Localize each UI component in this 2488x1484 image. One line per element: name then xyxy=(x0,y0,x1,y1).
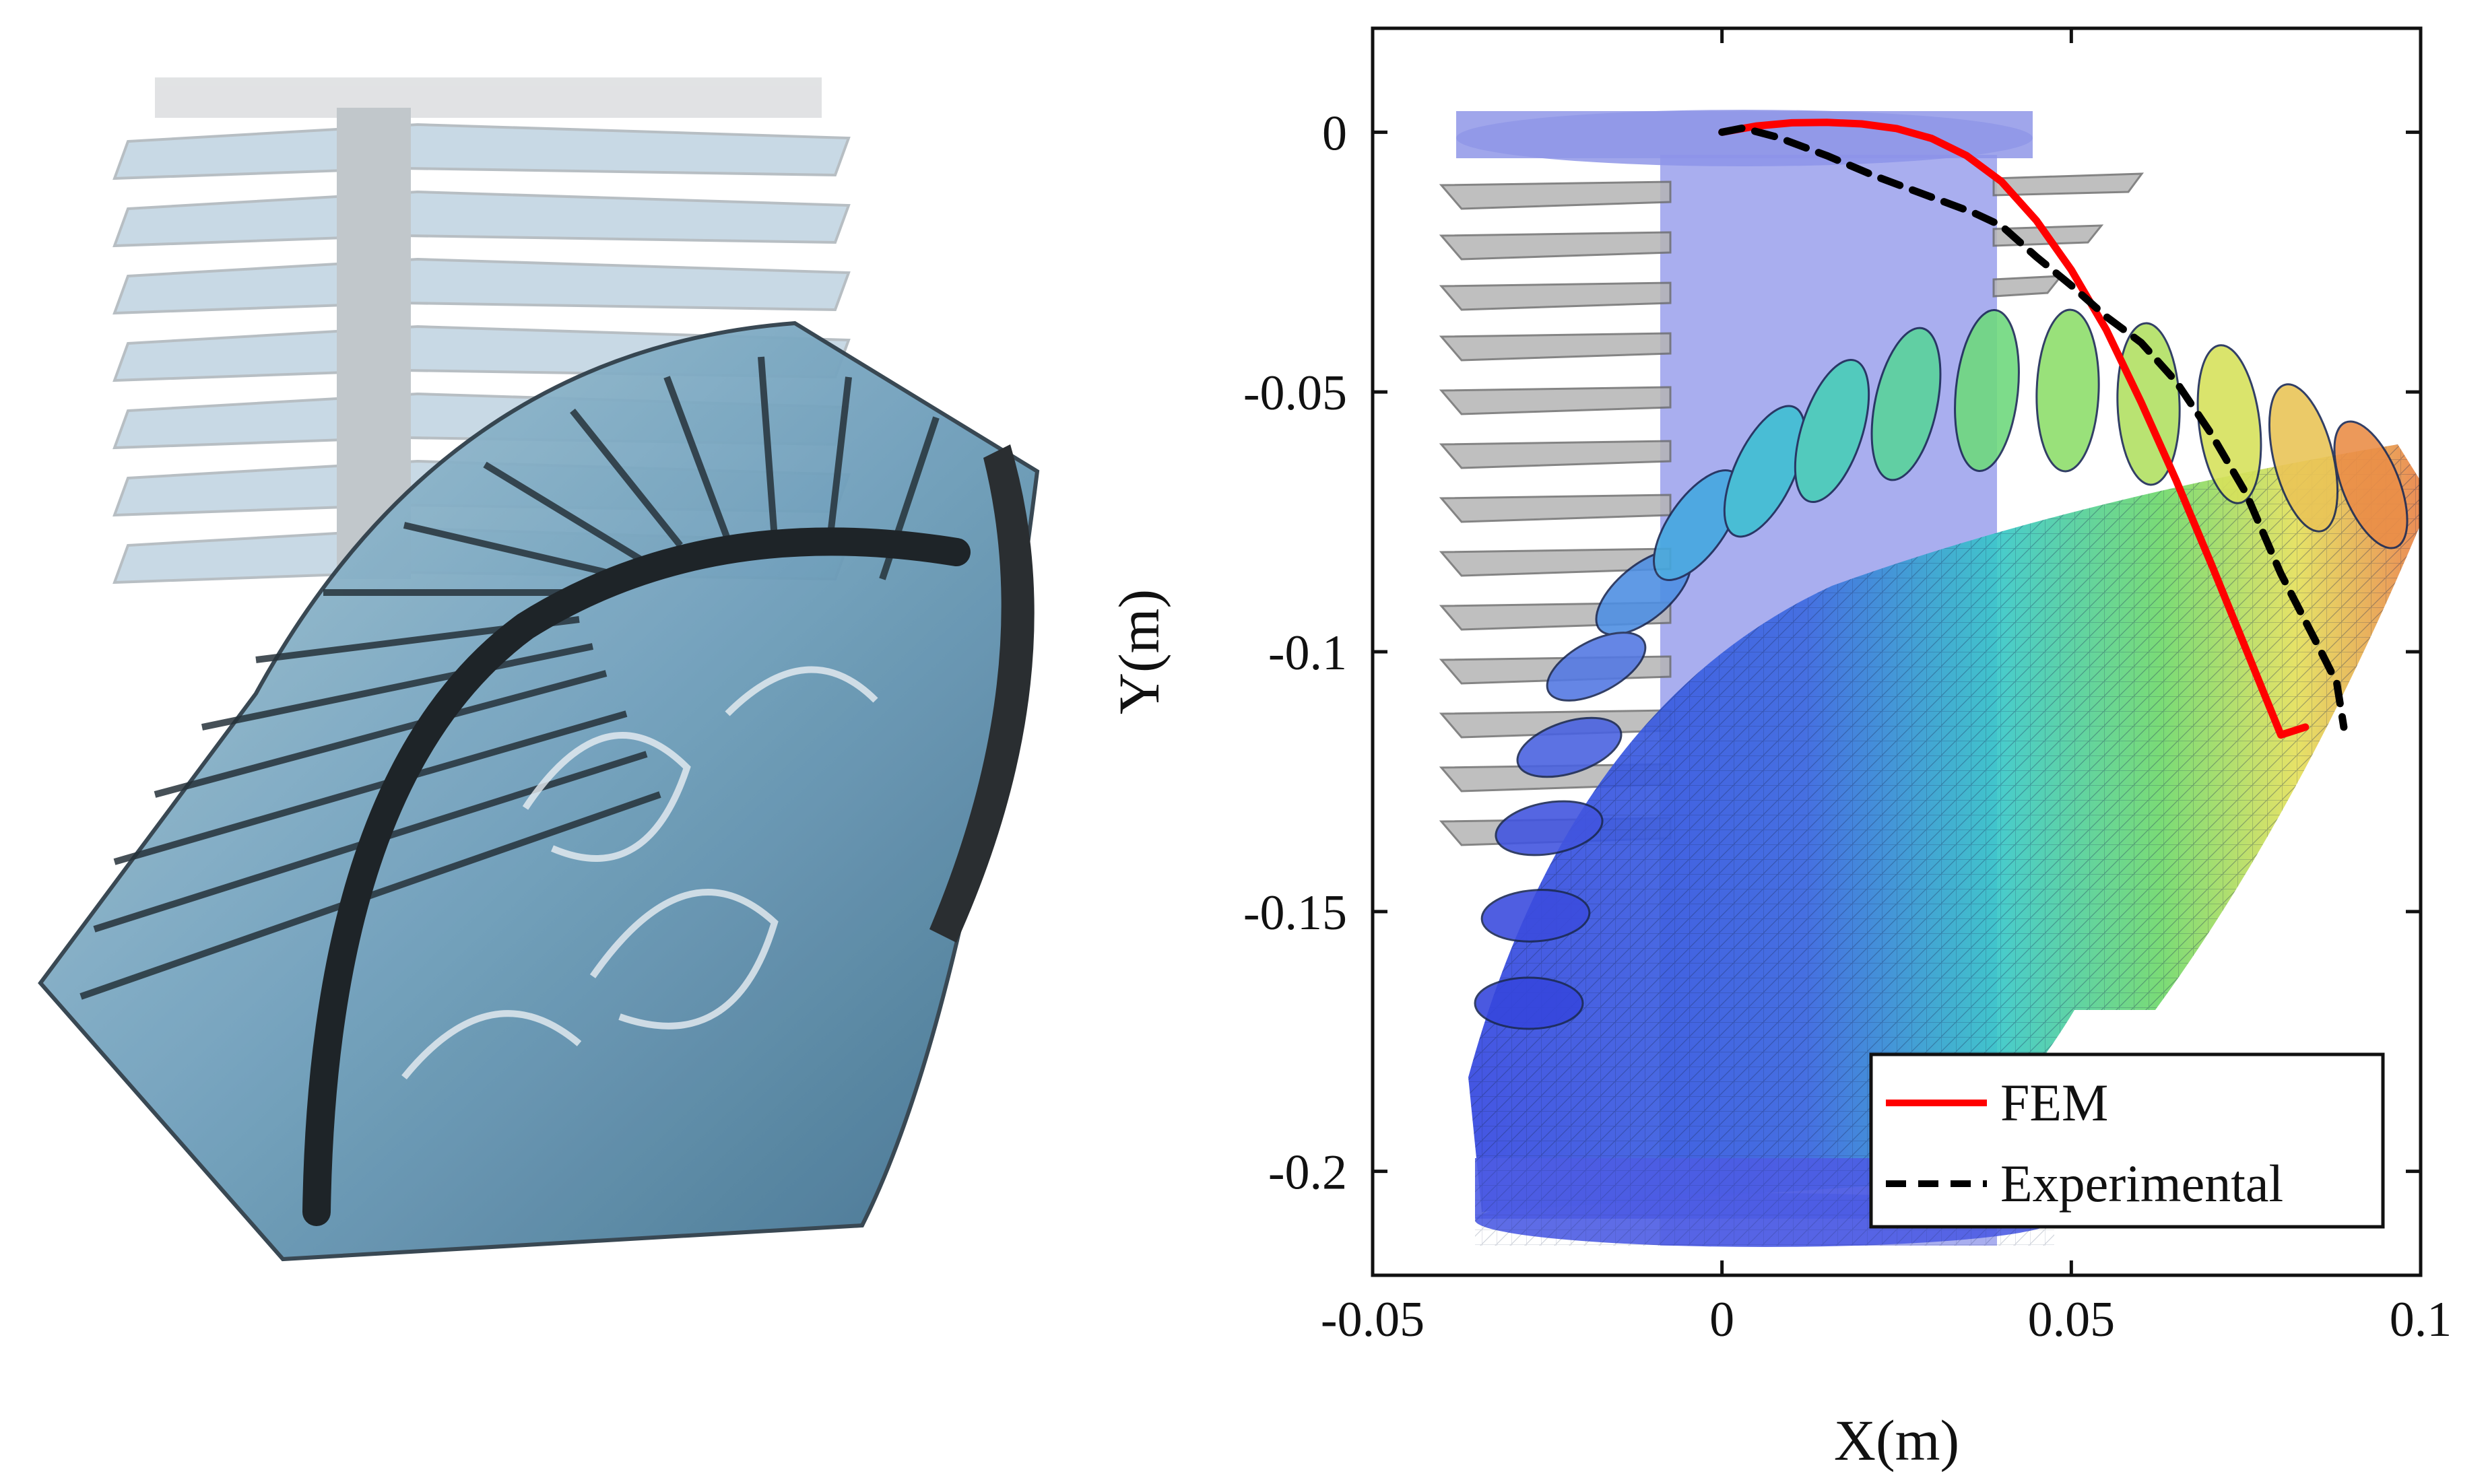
y-tick-label: -0.1 xyxy=(1268,626,1347,681)
legend: FEM Experimental xyxy=(1869,1052,2385,1229)
axis-ticks xyxy=(1371,28,2423,1275)
x-axis-label: X(m) xyxy=(1834,1408,1959,1473)
legend-experimental-label: Experimental xyxy=(2000,1154,2283,1213)
legend-fem-label: FEM xyxy=(2000,1073,2108,1132)
series-layer xyxy=(1718,119,2348,739)
x-tick-label: 0.05 xyxy=(2028,1292,2116,1347)
x-tick-label: 0.1 xyxy=(2390,1292,2452,1347)
series-line-fem xyxy=(1718,119,2310,739)
actuator-photo xyxy=(38,77,1040,1262)
series-line-experimental xyxy=(1718,124,2348,731)
y-tick-label: -0.2 xyxy=(1268,1145,1347,1201)
x-tick-label: 0 xyxy=(1709,1292,1734,1347)
x-tick-label: -0.05 xyxy=(1321,1292,1425,1347)
y-tick-label: -0.15 xyxy=(1243,885,1347,941)
axis-tick-labels: -0.05 0 0.05 0.1 0 -0.05 -0.1 -0.15 -0.2 xyxy=(1243,106,2452,1347)
y-axis-label: Y(m) xyxy=(1107,589,1171,714)
y-tick-label: -0.05 xyxy=(1243,366,1347,421)
fem-mesh-rendering xyxy=(1439,110,2421,1247)
y-tick-label: 0 xyxy=(1322,106,1347,161)
legend-box xyxy=(1869,1052,2385,1229)
